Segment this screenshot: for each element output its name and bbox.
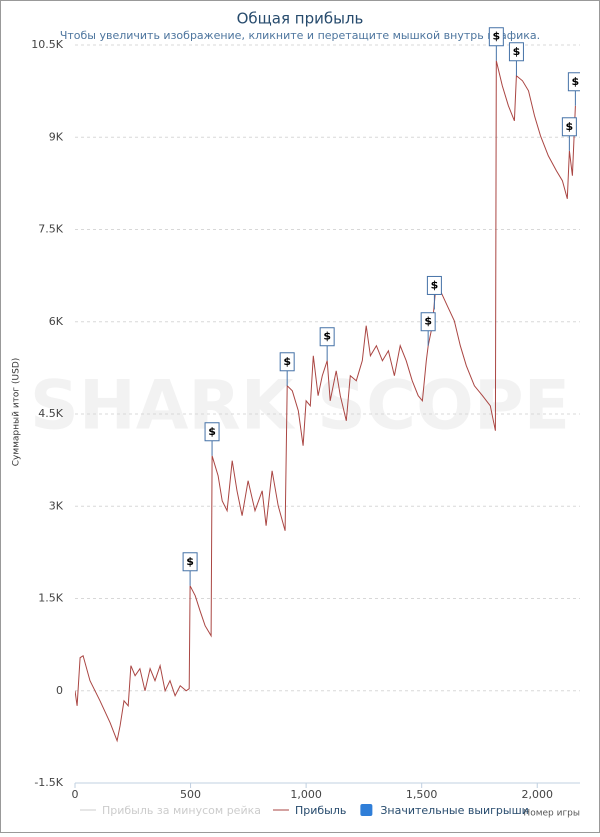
watermark: SHARK SCOPE bbox=[30, 367, 570, 446]
y-tick-label: 3K bbox=[49, 499, 64, 512]
flag-label: $ bbox=[186, 555, 194, 568]
flag-label: $ bbox=[283, 355, 291, 368]
y-tick-label: 6K bbox=[49, 315, 64, 328]
x-axis-label: Номер игры bbox=[523, 809, 580, 819]
flag-label: $ bbox=[208, 425, 216, 438]
flag bbox=[426, 275, 442, 295]
chart-subtitle: Чтобы увеличить изображение, кликните и … bbox=[60, 29, 540, 42]
y-tick-label: -1.5K bbox=[34, 776, 63, 789]
flag-label: $ bbox=[323, 330, 331, 343]
flag bbox=[488, 27, 504, 47]
legend-label[interactable]: Прибыль bbox=[295, 804, 346, 817]
flag bbox=[561, 117, 577, 137]
flag-label: $ bbox=[572, 75, 580, 88]
y-tick-label: 7.5K bbox=[38, 223, 63, 236]
y-tick-label: 4.5K bbox=[38, 407, 63, 420]
x-tick-label: 2,000 bbox=[521, 788, 553, 801]
flag bbox=[319, 327, 335, 347]
flag-label: $ bbox=[566, 120, 574, 133]
flag bbox=[279, 352, 295, 372]
profit-line bbox=[75, 60, 576, 743]
y-tick-label: 0 bbox=[56, 684, 63, 697]
x-tick-label: 1,500 bbox=[406, 788, 438, 801]
y-tick-label: 10.5K bbox=[31, 38, 63, 51]
flag-label: $ bbox=[424, 315, 432, 328]
y-tick-label: 9K bbox=[49, 130, 64, 143]
x-tick-label: 1,000 bbox=[290, 788, 322, 801]
flag bbox=[420, 312, 436, 332]
flag-label: $ bbox=[513, 45, 521, 58]
flag bbox=[182, 552, 198, 572]
chart-title: Общая прибыль bbox=[237, 10, 364, 28]
y-axis-label: Суммарный итог (USD) bbox=[12, 358, 22, 467]
legend-label[interactable]: Значительные выигрыши bbox=[380, 804, 528, 817]
flag-label: $ bbox=[431, 278, 439, 291]
legend-symbol bbox=[360, 804, 373, 816]
x-tick-label: 500 bbox=[180, 788, 201, 801]
flag bbox=[508, 42, 524, 62]
legend-label[interactable]: Прибыль за минусом рейка bbox=[102, 804, 261, 817]
flag bbox=[204, 422, 220, 442]
y-tick-label: 1.5K bbox=[38, 592, 63, 605]
plot-area: $ $ $ $ $ $ $ $ $ $ bbox=[75, 27, 580, 743]
flag-label: $ bbox=[493, 30, 501, 43]
flag bbox=[567, 72, 580, 92]
x-tick-label: 0 bbox=[72, 788, 79, 801]
